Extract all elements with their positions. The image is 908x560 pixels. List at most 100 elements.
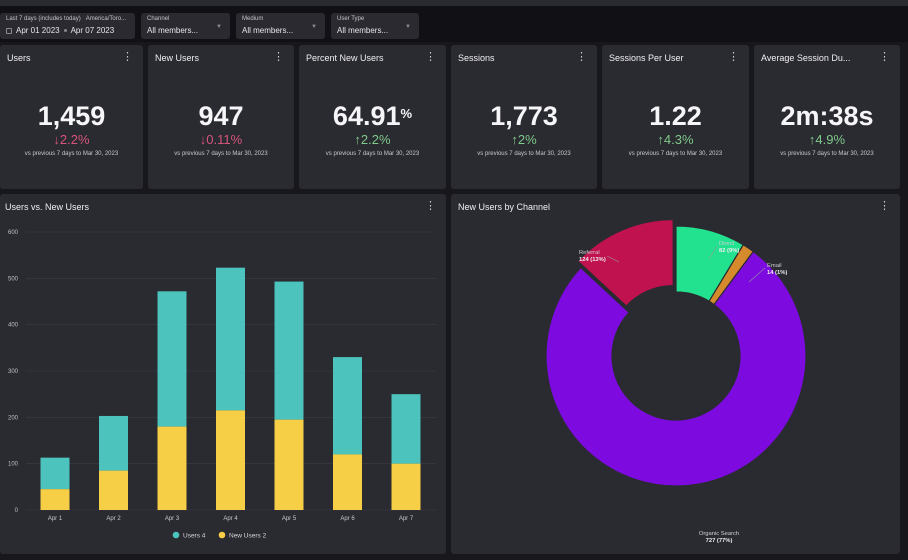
kpi-delta: ↑2.2%: [354, 132, 391, 147]
kpi-value: 1.22: [649, 101, 702, 131]
x-tick-label: Apr 1: [48, 516, 63, 522]
more-options-icon[interactable]: ⋮: [425, 51, 436, 63]
legend-label: Users 4: [183, 533, 206, 540]
kpi-title: Sessions Per User: [609, 53, 684, 63]
x-tick-label: Apr 6: [340, 516, 355, 522]
panel-title: Users vs. New Users: [5, 202, 90, 212]
kpi-comparison: vs previous 7 days to Mar 30, 2023: [477, 151, 571, 157]
medium-label: Medium: [242, 16, 264, 22]
users-bar-segment: [99, 415, 128, 471]
kpi-value: 64.91%: [332, 101, 413, 131]
slice-value-label: 14 (1%): [767, 270, 787, 276]
users-bar-segment: [391, 394, 421, 464]
kpi-value: 1,773: [490, 101, 558, 131]
new-users-bar-segment: [99, 470, 128, 510]
x-tick-label: Apr 2: [106, 516, 121, 522]
user-type-label: User Type: [337, 16, 365, 22]
new-users-bar-segment: [157, 426, 187, 510]
kpi-card: Users ⋮ 1,459 ↓2.2% vs previous 7 days to Ma…: [0, 45, 143, 189]
legend-swatch: [218, 531, 226, 539]
new-users-bar-segment: [391, 463, 421, 510]
more-options-icon[interactable]: ⋮: [273, 51, 284, 63]
kpi-comparison: vs previous 7 days to Mar 30, 2023: [325, 151, 420, 157]
slice-value-label: 124 (13%): [579, 257, 606, 263]
x-tick-label: Apr 3: [165, 516, 180, 522]
slice-name-label: Organic Search: [699, 531, 739, 537]
calendar-icon: [6, 27, 12, 34]
kpi-card: Sessions ⋮ 1,773 ↑2% vs previous 7 days to M…: [451, 45, 597, 189]
date-range-filter[interactable]: Last 7 days (includes today) America/Tor…: [0, 13, 135, 39]
more-options-icon[interactable]: ⋮: [728, 51, 739, 63]
slice-value-label: 82 (9%): [719, 248, 739, 254]
more-options-icon[interactable]: ⋮: [425, 200, 436, 212]
kpi-title: Average Session Du...: [761, 53, 851, 63]
bar-chart: 0 100 200 300 400 500 600 Apr 1 Apr 2 Apr 3 Apr 4 A…: [8, 230, 436, 540]
kpi-card: New Users ⋮ 947 ↓0.11% vs previous 7 days to…: [148, 45, 294, 189]
new-users-bar-segment: [333, 454, 362, 510]
users-bar-segment: [274, 281, 304, 420]
x-tick-label: Apr 5: [282, 516, 297, 522]
x-tick-label: Apr 4: [223, 516, 238, 522]
medium-value[interactable]: All members...: [242, 26, 294, 35]
users-bar-segment: [333, 357, 362, 455]
top-strip: [0, 0, 908, 6]
timezone-label: America/Toro...: [85, 16, 127, 22]
kpi-suffix: %: [400, 106, 413, 121]
channel-value[interactable]: All members...: [147, 26, 199, 35]
chevron-down-icon[interactable]: ▼: [311, 24, 317, 30]
kpi-delta: ↓2.2%: [53, 132, 90, 147]
kpi-value: 947: [198, 101, 244, 131]
y-tick-label: 100: [8, 462, 19, 468]
kpi-comparison: vs previous 7 days to Mar 30, 2023: [628, 151, 723, 157]
user-type-filter[interactable]: User Type All members... ▼: [331, 13, 419, 39]
kpi-title: Sessions: [458, 53, 495, 63]
kpi-delta: ↑4.3%: [657, 132, 694, 147]
slice-name-label: Referral: [579, 250, 600, 256]
kpi-card: Average Session Du... ⋮ 2m:38s ↑4.9% vs prev…: [754, 45, 900, 189]
new-users-bar-segment: [40, 489, 70, 510]
date-range-label: Last 7 days (includes today) America/Tor…: [6, 16, 127, 22]
kpi-comparison: vs previous 7 days to Mar 30, 2023: [780, 151, 874, 157]
donut-slice-organic-search: [545, 250, 807, 487]
medium-filter[interactable]: Medium All members... ▼: [236, 13, 325, 39]
trend-down-icon: ↓: [199, 132, 207, 147]
start-date[interactable]: Apr 01 2023: [16, 26, 60, 35]
separator-dot-icon: [63, 29, 67, 32]
filter-bar: [0, 6, 908, 42]
channel-filter[interactable]: Channel All members... ▼: [141, 13, 230, 39]
trend-up-icon: ↑: [354, 132, 361, 147]
kpi-card: Percent New Users ⋮ 64.91% ↑2.2% vs previous…: [299, 45, 446, 189]
chevron-down-icon[interactable]: ▼: [405, 24, 411, 30]
more-options-icon[interactable]: ⋮: [879, 200, 890, 212]
end-date[interactable]: Apr 07 2023: [70, 26, 115, 35]
slice-name-label: Email: [767, 263, 782, 269]
kpi-title: Percent New Users: [306, 53, 384, 63]
trend-up-icon: ↑: [657, 132, 664, 147]
users-bar-segment: [40, 457, 70, 490]
more-options-icon[interactable]: ⋮: [576, 51, 587, 63]
leader-line: [708, 245, 718, 260]
user-type-value[interactable]: All members...: [337, 26, 389, 35]
channel-label: Channel: [147, 16, 170, 22]
trend-up-icon: ↑: [808, 132, 816, 147]
more-options-icon[interactable]: ⋮: [879, 51, 890, 63]
new-users-bar-segment: [216, 410, 245, 510]
y-tick-label: 300: [8, 369, 19, 375]
more-options-icon[interactable]: ⋮: [122, 51, 133, 63]
donut-slice-referral: [577, 218, 674, 307]
panel-title: New Users by Channel: [458, 202, 551, 212]
kpi-delta: ↓0.11%: [199, 132, 243, 147]
kpi-comparison: vs previous 7 days to Mar 30, 2023: [174, 151, 268, 157]
trend-up-icon: ↑: [511, 132, 518, 147]
kpi-comparison: vs previous 7 days to Mar 30, 2023: [24, 151, 119, 157]
kpi-value: 2m:38s: [780, 101, 874, 131]
leader-line: [606, 255, 620, 263]
slice-name-label: Direct: [719, 241, 735, 247]
chevron-down-icon[interactable]: ▼: [216, 24, 222, 30]
leader-line: [748, 267, 766, 283]
kpi-title: Users: [7, 53, 31, 63]
users-bar-segment: [157, 291, 187, 427]
kpi-title: New Users: [155, 53, 200, 63]
users-vs-new-users-panel: Users vs. New Users ⋮ 0 100 200 300 400 500 60…: [0, 194, 446, 554]
